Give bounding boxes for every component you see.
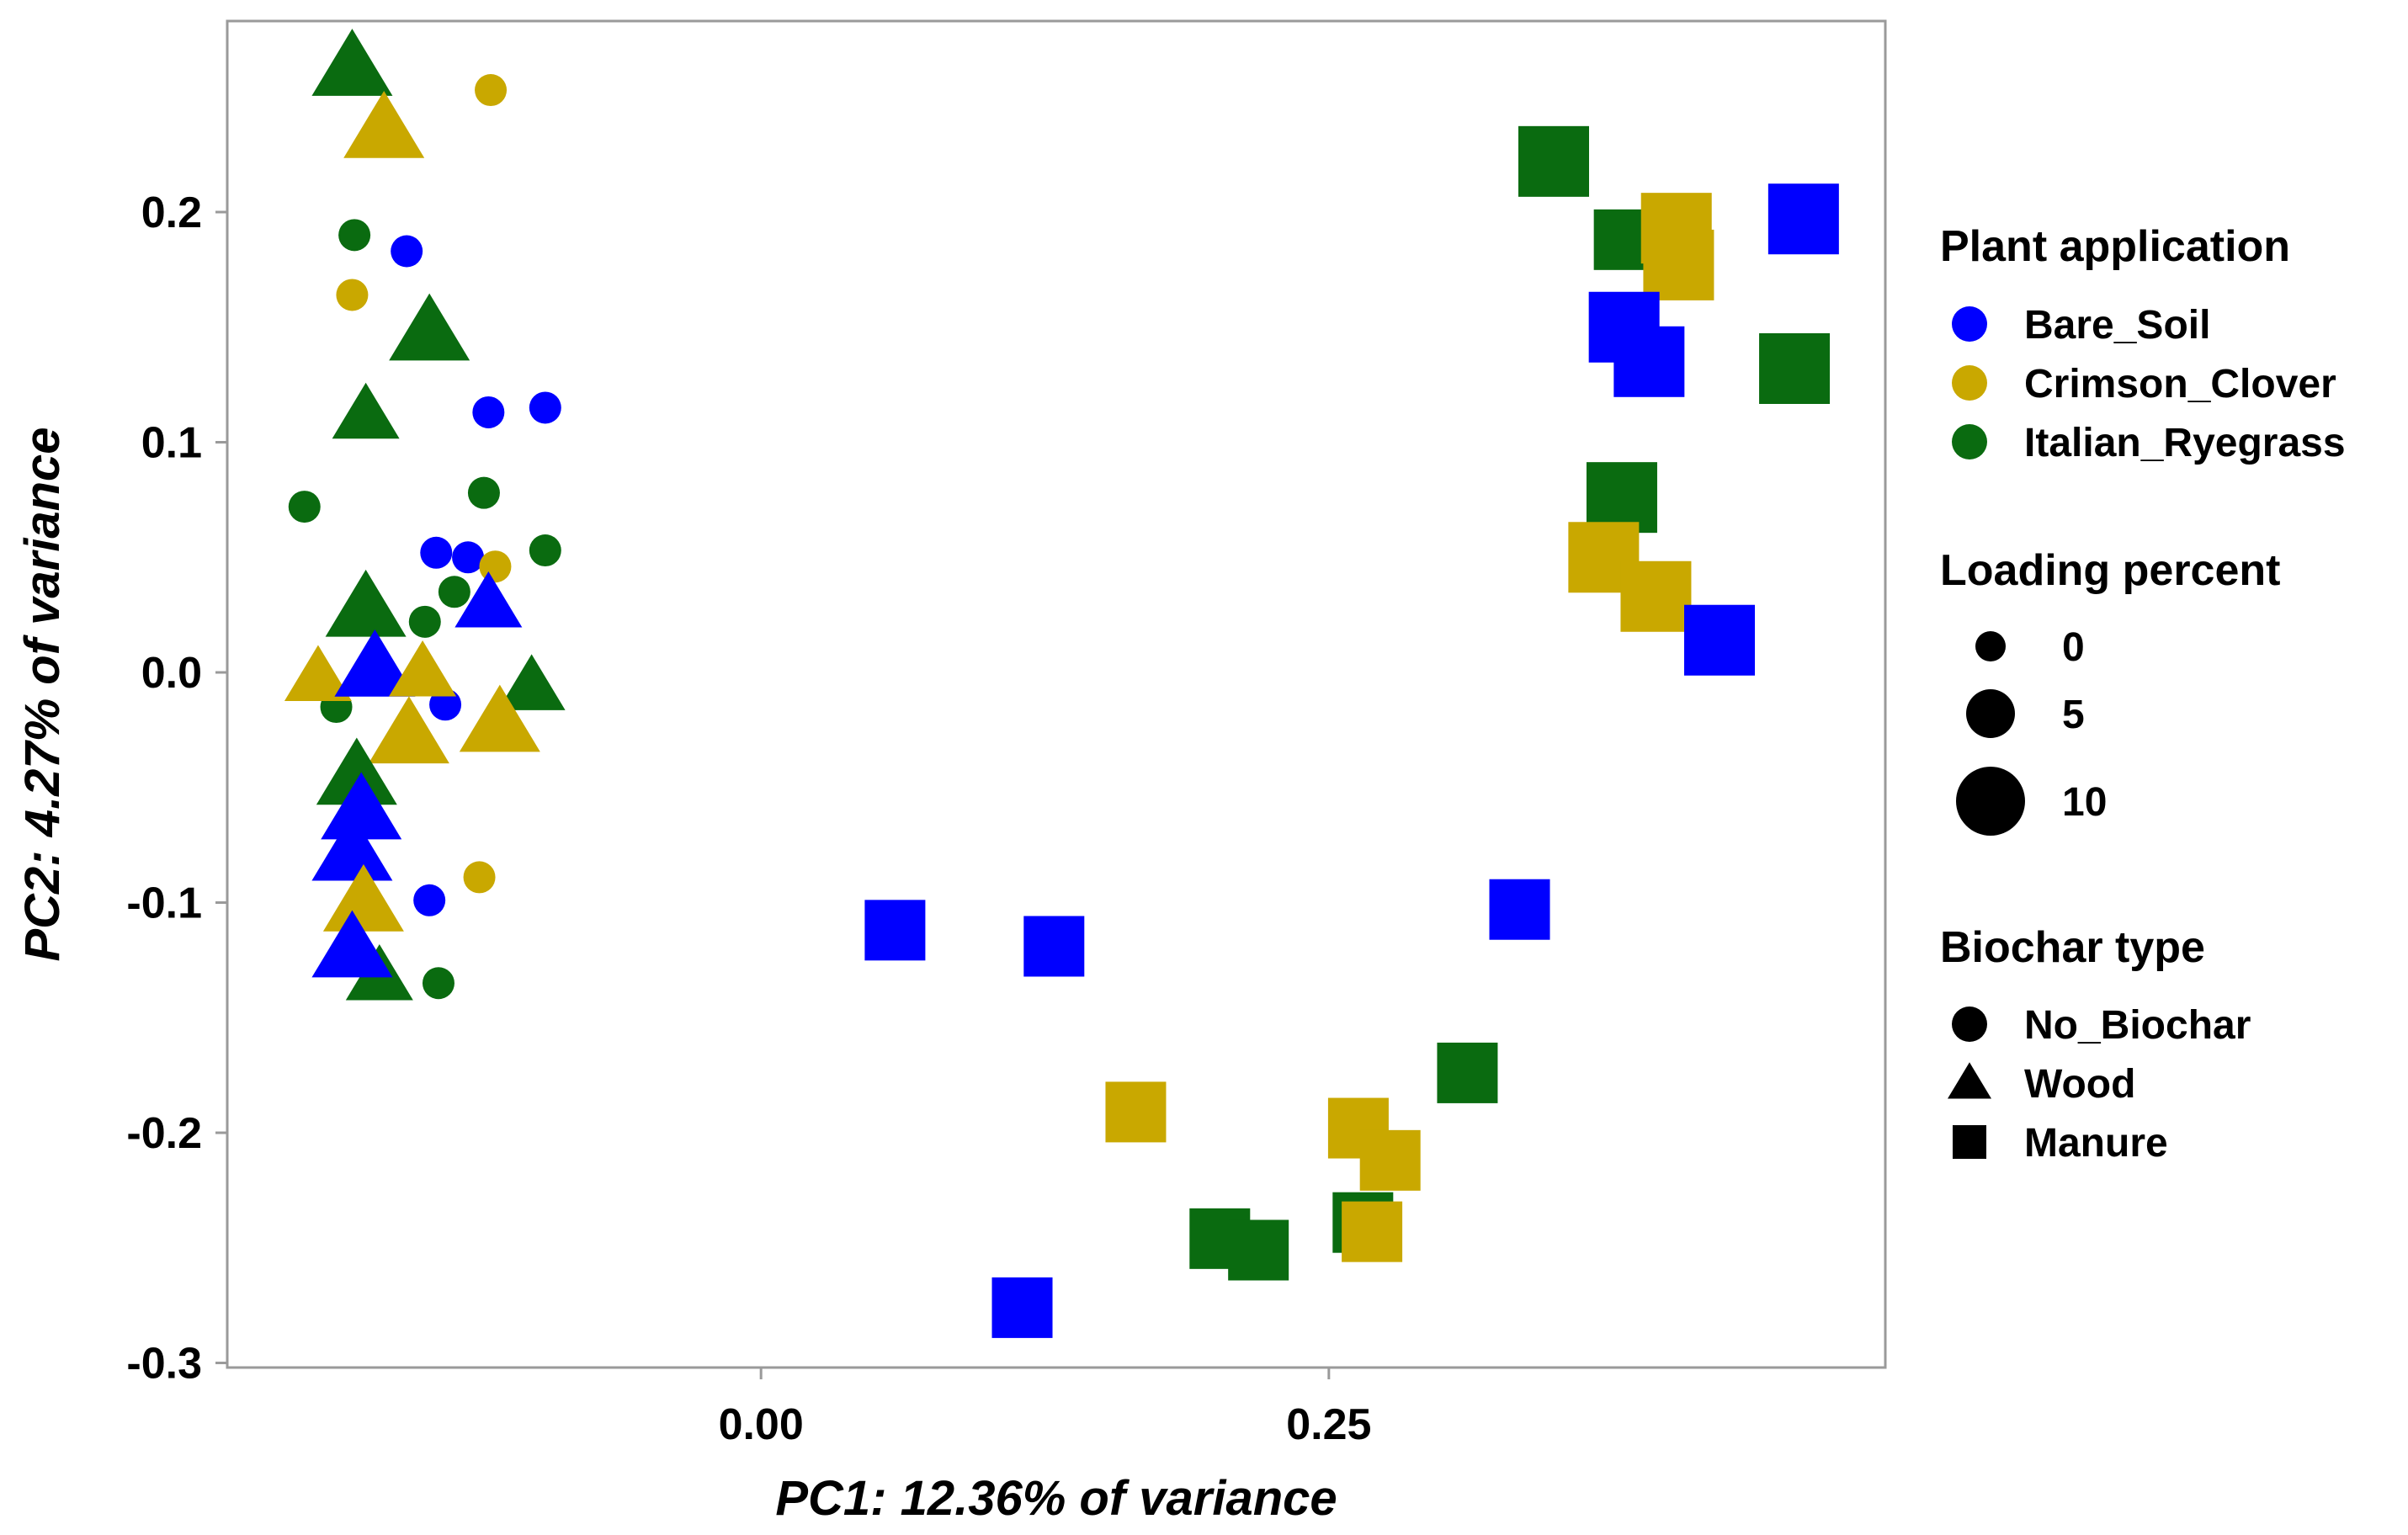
y-tick-label: 0.1 — [141, 419, 202, 468]
point-square-crimson-clover — [1342, 1201, 1403, 1262]
x-axis: 0.00 0.25 — [719, 1368, 1371, 1449]
point-square-bare-soil — [1684, 604, 1755, 676]
legend-shape-key-manure — [1953, 1125, 1986, 1159]
legend: Plant application Bare_Soil Crimson_Clover… — [1940, 222, 2346, 1166]
point-circle-italian-ryegrass — [288, 491, 321, 523]
point-circle-bare-soil — [413, 884, 446, 916]
point-triangle-italian-ryegrass — [332, 382, 400, 439]
legend-size-key-10 — [1956, 767, 2025, 836]
legend-title-biochar-type: Biochar type — [1940, 923, 2205, 972]
legend-size-label-10: 10 — [2062, 780, 2107, 825]
point-triangle-italian-ryegrass — [316, 737, 397, 805]
legend-shape-key-no-biochar — [1952, 1007, 1987, 1042]
point-triangle-crimson-clover — [284, 645, 352, 701]
legend-label-crimson-clover: Crimson_Clover — [2024, 362, 2336, 406]
point-square-italian-ryegrass — [1586, 462, 1657, 534]
y-tick-label: 0.0 — [141, 649, 202, 698]
legend-key-bare-soil — [1952, 306, 1987, 342]
point-triangle-crimson-clover — [322, 863, 404, 932]
legend-label-bare-soil: Bare_Soil — [2024, 303, 2210, 348]
point-square-crimson-clover — [1105, 1081, 1167, 1143]
point-square-italian-ryegrass — [1228, 1219, 1289, 1281]
point-circle-crimson-clover — [479, 550, 512, 583]
point-triangle-crimson-clover — [368, 696, 449, 764]
point-circle-italian-ryegrass — [408, 605, 441, 638]
point-square-italian-ryegrass — [1518, 125, 1589, 197]
legend-title-plant-application: Plant application — [1940, 222, 2290, 271]
legend-size-key-0 — [1975, 631, 2006, 661]
point-circle-bare-soil — [420, 536, 453, 569]
point-circle-italian-ryegrass — [422, 967, 454, 1000]
point-triangle-bare-soil — [311, 813, 393, 881]
legend-size-label-5: 5 — [2062, 693, 2085, 737]
legend-key-italian-ryegrass — [1952, 424, 1987, 459]
point-square-bare-soil — [1767, 183, 1839, 255]
legend-size-key-5 — [1966, 689, 2015, 738]
legend-shape-label-manure: Manure — [2024, 1121, 2168, 1166]
point-circle-bare-soil — [391, 235, 423, 268]
point-square-italian-ryegrass — [1437, 1042, 1498, 1103]
point-circle-crimson-clover — [336, 279, 369, 311]
point-circle-italian-ryegrass — [338, 219, 371, 252]
point-circle-bare-soil — [472, 396, 505, 428]
point-triangle-italian-ryegrass — [389, 293, 470, 361]
point-circle-italian-ryegrass — [467, 476, 500, 509]
legend-title-loading-percent: Loading percent — [1940, 546, 2280, 595]
plot-frame — [226, 19, 1887, 1369]
y-axis-title: PC2: 4.27% of variance — [15, 427, 70, 961]
point-triangle-crimson-clover — [389, 640, 457, 697]
point-triangle-italian-ryegrass — [325, 569, 407, 637]
point-square-bare-soil — [1489, 879, 1550, 940]
point-triangle-italian-ryegrass — [497, 654, 566, 710]
legend-shape-label-wood: Wood — [2024, 1062, 2135, 1107]
y-tick-label: -0.2 — [126, 1109, 202, 1158]
point-triangle-bare-soil — [334, 629, 416, 697]
point-circle-bare-soil — [429, 688, 462, 721]
data-points — [284, 29, 1839, 1338]
point-triangle-bare-soil — [321, 772, 402, 840]
legend-label-italian-ryegrass: Italian_Ryegrass — [2024, 421, 2346, 465]
point-circle-italian-ryegrass — [529, 534, 561, 567]
point-circle-crimson-clover — [475, 74, 508, 107]
point-circle-crimson-clover — [463, 861, 496, 894]
point-square-bare-soil — [991, 1277, 1053, 1338]
point-circle-bare-soil — [452, 541, 485, 574]
point-triangle-bare-soil — [311, 910, 393, 978]
y-tick-label: -0.3 — [126, 1340, 202, 1389]
point-square-bare-soil — [1613, 326, 1685, 397]
y-axis: -0.3 -0.2 -0.1 0.0 0.1 0.2 — [126, 189, 227, 1389]
legend-shape-label-no-biochar: No_Biochar — [2024, 1003, 2251, 1048]
legend-key-crimson-clover — [1952, 365, 1987, 401]
legend-shape-key-wood — [1948, 1062, 1991, 1099]
y-tick-label: 0.2 — [141, 189, 202, 237]
legend-size-label-0: 0 — [2062, 625, 2085, 670]
point-square-bare-soil — [1023, 916, 1085, 977]
point-square-crimson-clover — [1359, 1129, 1421, 1191]
point-triangle-bare-soil — [454, 571, 523, 628]
point-triangle-italian-ryegrass — [311, 29, 393, 96]
x-tick-label: 0.00 — [719, 1400, 804, 1449]
point-square-crimson-clover — [1643, 229, 1714, 300]
point-square-italian-ryegrass — [1759, 332, 1831, 404]
x-tick-label: 0.25 — [1286, 1400, 1371, 1449]
point-triangle-crimson-clover — [459, 684, 540, 752]
x-axis-title: PC1: 12.36% of variance — [775, 1471, 1337, 1526]
point-square-crimson-clover — [1620, 560, 1692, 632]
point-circle-bare-soil — [529, 391, 561, 424]
point-square-bare-soil — [864, 900, 926, 961]
point-triangle-crimson-clover — [343, 90, 425, 158]
y-tick-label: -0.1 — [126, 879, 202, 928]
point-circle-italian-ryegrass — [438, 576, 470, 608]
